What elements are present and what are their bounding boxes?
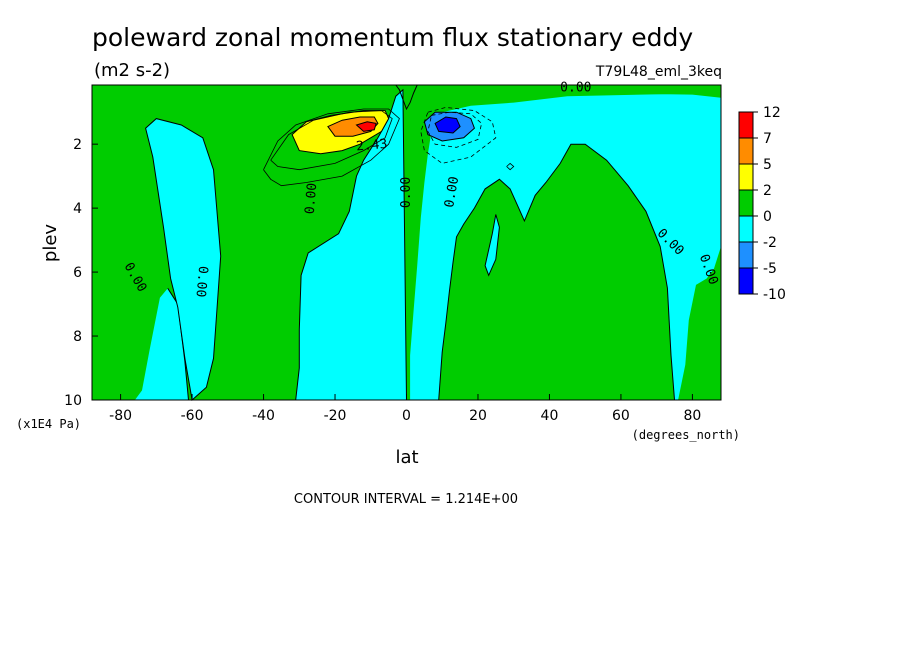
negative-contour-mid bbox=[427, 111, 483, 148]
x-tick-label: 0 bbox=[402, 408, 411, 424]
colorbar-label: 12 bbox=[763, 105, 781, 121]
x-tick-label: -60 bbox=[181, 408, 204, 424]
colorbar-swatch bbox=[738, 215, 754, 243]
x-tick-label: -40 bbox=[252, 408, 275, 424]
colorbar-label: -5 bbox=[763, 261, 777, 277]
x-axis: -80 -60 -40 -20 0 20 40 60 80 bbox=[92, 394, 721, 424]
y-tick-label: 6 bbox=[73, 265, 82, 281]
colorbar-swatch bbox=[738, 189, 754, 217]
positive-contour-mid bbox=[270, 110, 393, 171]
small-negative-pocket bbox=[484, 214, 500, 277]
x-tick-label: 60 bbox=[612, 408, 630, 424]
x-tick-label: -20 bbox=[324, 408, 347, 424]
x-tick-label: 20 bbox=[469, 408, 487, 424]
y-axis-units: (x1E4 Pa) bbox=[16, 417, 81, 431]
colorbar-swatch bbox=[738, 267, 754, 295]
contour-label: 0.00 bbox=[560, 80, 591, 95]
y-tick-label: 4 bbox=[73, 201, 82, 217]
colorbar-swatch bbox=[738, 137, 754, 165]
y-tick-label: 10 bbox=[64, 393, 82, 409]
contour-line-layer bbox=[263, 84, 515, 187]
y-tick-label: 8 bbox=[73, 329, 82, 345]
positive-band-south-midlat bbox=[92, 102, 175, 400]
colorbar-swatch bbox=[738, 163, 754, 191]
x-axis-units: (degrees_north) bbox=[632, 428, 740, 442]
positive-core-7 bbox=[355, 121, 377, 132]
contour-label: 0.00 bbox=[442, 175, 462, 208]
chart-units: (m2 s-2) bbox=[94, 60, 170, 81]
y-axis-title: plev bbox=[40, 224, 61, 263]
chart-title: poleward zonal momentum flux stationary … bbox=[92, 23, 693, 52]
contour-label: 0.00 bbox=[193, 265, 211, 298]
colorbar-label: 0 bbox=[763, 209, 772, 225]
colorbar-label: -2 bbox=[763, 235, 777, 251]
x-tick-label: -80 bbox=[109, 408, 132, 424]
upper-positive-strip bbox=[549, 85, 721, 98]
y-axis: 2 4 6 8 10 bbox=[64, 85, 98, 409]
colorbar-label: -10 bbox=[763, 287, 786, 303]
colorbar-label: 7 bbox=[763, 131, 772, 147]
colorbar-label: 5 bbox=[763, 157, 772, 173]
x-tick-label: 80 bbox=[683, 408, 701, 424]
equator-upper-contour bbox=[395, 84, 418, 111]
x-tick-label: 40 bbox=[541, 408, 559, 424]
colorbar-label: 2 bbox=[763, 183, 772, 199]
positive-band-north-midlat bbox=[438, 143, 676, 401]
tiny-closed-contour bbox=[506, 162, 515, 171]
colorbar: 12 7 5 2 0 -2 -5 -10 bbox=[738, 105, 786, 303]
negative-band-south-mid bbox=[145, 118, 222, 401]
contour-interval-label: CONTOUR INTERVAL = 1.214E+00 bbox=[294, 492, 518, 507]
contour-label: 0.00 bbox=[303, 182, 321, 215]
contour-fill-layer bbox=[91, 85, 721, 401]
positive-contour-outer bbox=[263, 108, 400, 187]
run-name-label: T79L48_eml_3keq bbox=[595, 64, 722, 80]
colorbar-swatch bbox=[738, 241, 754, 269]
y-tick-label: 2 bbox=[73, 137, 82, 153]
negative-core-5 bbox=[434, 116, 461, 134]
x-axis-title: lat bbox=[395, 447, 418, 468]
contour-label: 0.00 bbox=[399, 177, 414, 208]
colorbar-swatch bbox=[738, 111, 754, 139]
contour-label: 2.43 bbox=[356, 137, 389, 155]
negative-contour-outer bbox=[420, 106, 497, 164]
